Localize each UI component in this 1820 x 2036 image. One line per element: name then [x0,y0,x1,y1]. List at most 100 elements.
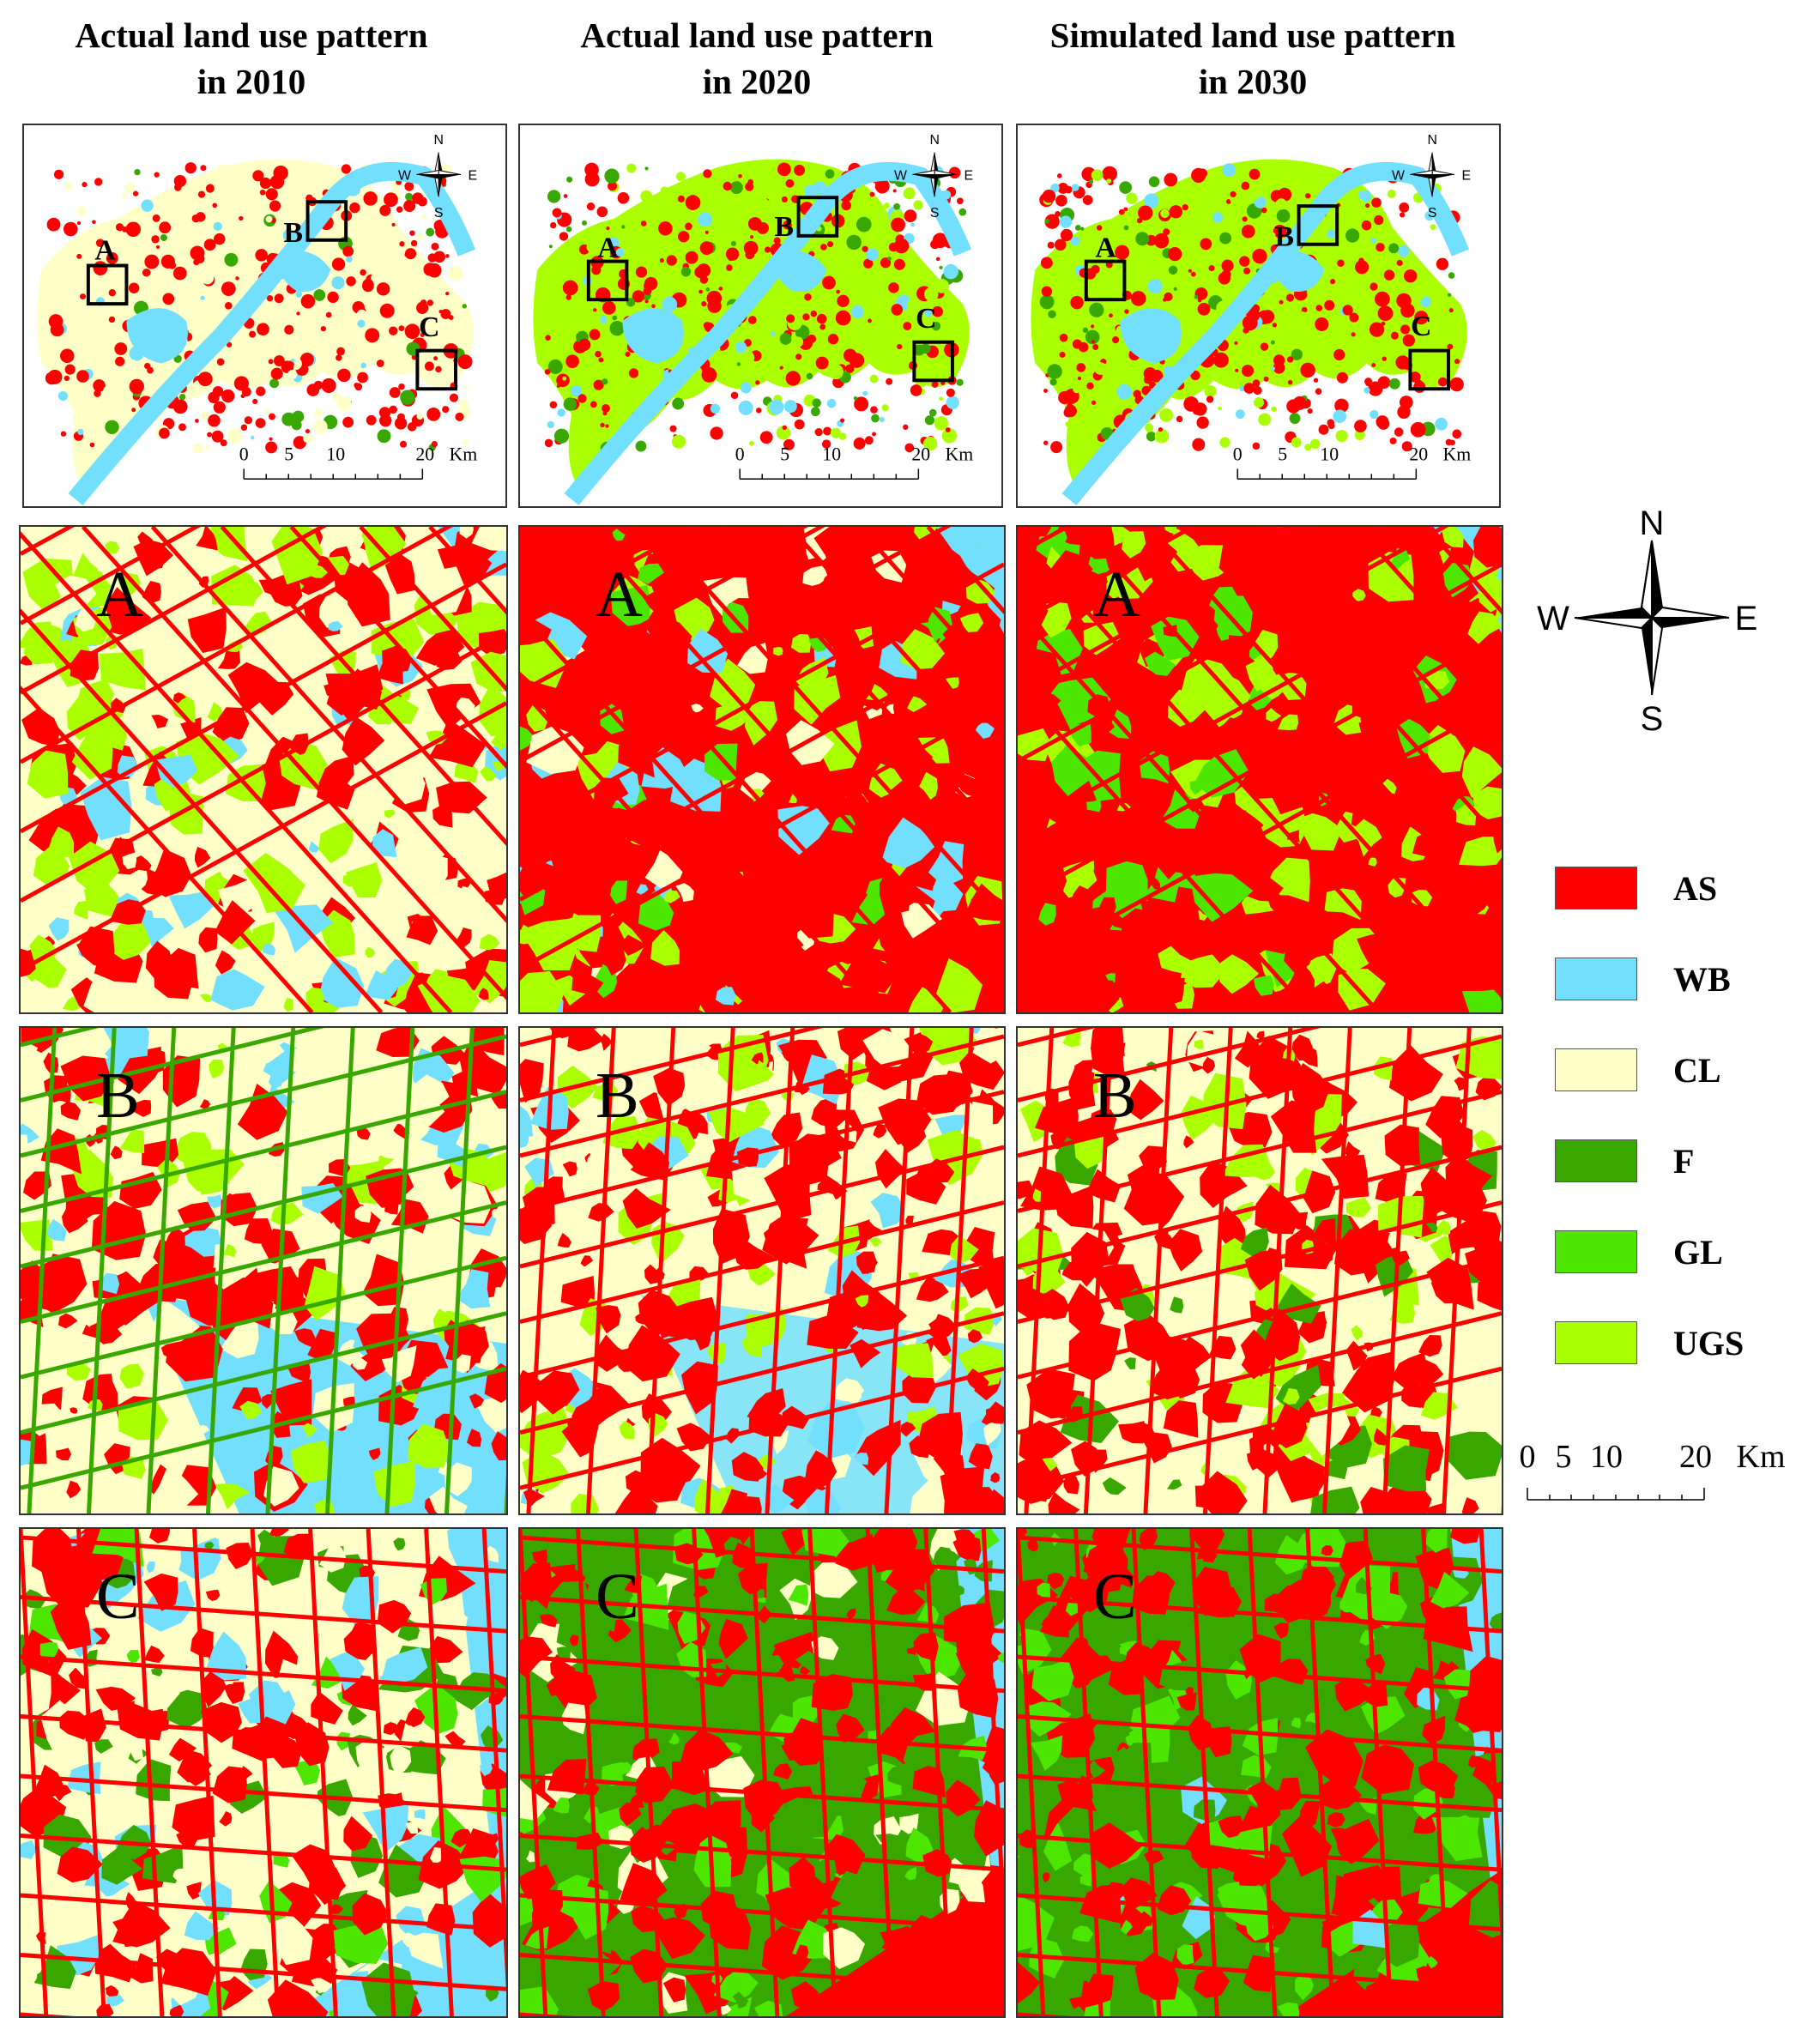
land-patch [486,1986,499,2003]
land-patch [1467,611,1502,644]
land-patch [795,1944,809,1960]
land-patch [1249,645,1262,660]
land-patch [379,1646,428,1683]
land-patch [656,1320,674,1338]
land-patch [850,1338,881,1368]
land-patch [426,730,449,746]
land-patch [1378,806,1388,822]
land-patch [520,555,575,602]
land-patch [410,1074,450,1115]
land-patch [636,884,649,895]
land-patch [383,1722,399,1736]
land-patch [333,1919,389,1964]
land-patch [1037,1582,1050,1598]
land-patch [207,702,223,722]
land-patch [592,550,602,560]
legend-swatch-wb [1555,958,1637,1000]
land-patch [632,699,665,731]
overview-scale-unit: Km [946,444,974,464]
land-patch [850,831,870,855]
land-patch [1048,1492,1080,1513]
land-patch [1101,810,1128,836]
land-patch [352,1893,390,1936]
land-patch [639,1142,670,1180]
land-patch [1218,954,1260,994]
zoom-label-b: B [1093,1060,1137,1132]
land-patch [1256,1030,1265,1039]
land-patch [520,1534,541,1561]
land-patch [797,851,837,897]
land-patch [662,1977,686,2003]
land-patch [1194,1968,1230,1998]
land-patch [1063,1475,1079,1495]
land-patch [675,883,694,903]
land-patch [1021,965,1052,1000]
land-patch [1391,1352,1428,1390]
land-patch [846,1608,856,1620]
overview-box-b [1297,204,1339,246]
land-patch [343,1815,373,1852]
land-patch [1194,1040,1204,1049]
column-title-2030-line1: Simulated land use pattern [1049,15,1456,55]
land-patch [475,1396,506,1433]
land-patch [196,527,218,551]
land-patch [1018,728,1052,762]
land-patch [294,1328,317,1350]
land-patch [952,1533,982,1562]
land-patch [949,734,967,755]
land-patch [530,862,567,891]
land-patch [418,853,448,899]
land-patch [618,729,656,778]
overview-box-c [1408,348,1450,391]
compass-label-n: N [1640,504,1665,542]
land-patch [567,1028,605,1052]
land-patch [731,1452,764,1482]
land-patch [1071,1925,1094,1942]
overview-box-label-a: A [1095,233,1116,264]
land-patch [1345,1197,1371,1217]
land-patch [644,849,685,888]
land-patch [807,1314,859,1350]
land-patch [414,1809,426,1820]
land-patch [921,1815,938,1830]
land-patch [1079,1883,1122,1924]
land-patch [423,969,450,993]
land-patch [935,2007,948,2016]
land-patch [348,1218,369,1239]
land-patch [224,1682,245,1704]
zoom-panel-a-2020: A [518,525,1006,1014]
land-patch [307,1328,336,1362]
land-patch [852,842,895,882]
land-patch [264,1909,313,1966]
compass-label-e: E [1462,168,1472,183]
land-patch [209,527,248,562]
land-patch [1090,1028,1125,1056]
land-patch [1186,1030,1228,1069]
land-patch [318,819,354,864]
land-patch [450,1608,469,1628]
land-patch [520,970,565,1012]
land-patch [1031,1659,1074,1701]
land-patch [485,1545,499,1563]
land-patch [805,1489,841,1513]
legend-item-ugs: UGS [1555,1321,1812,1373]
land-patch [426,1635,463,1664]
zoom-label-b: B [96,1060,140,1132]
land-patch [448,885,484,919]
land-patch [1062,1029,1081,1048]
land-patch [1083,622,1121,656]
land-patch [1098,720,1115,734]
land-patch [588,1202,614,1222]
land-patch [1442,527,1464,548]
land-patch [270,1379,312,1426]
zoom-label-c: C [596,1561,639,1633]
land-patch [1425,1502,1444,1513]
land-patch [900,903,943,939]
land-patch [1468,1880,1502,1938]
land-patch [1018,596,1029,614]
land-patch [60,1055,112,1102]
land-patch [790,1981,824,2016]
land-patch [128,1744,144,1761]
land-patch [854,626,874,649]
land-patch [129,1953,154,1984]
